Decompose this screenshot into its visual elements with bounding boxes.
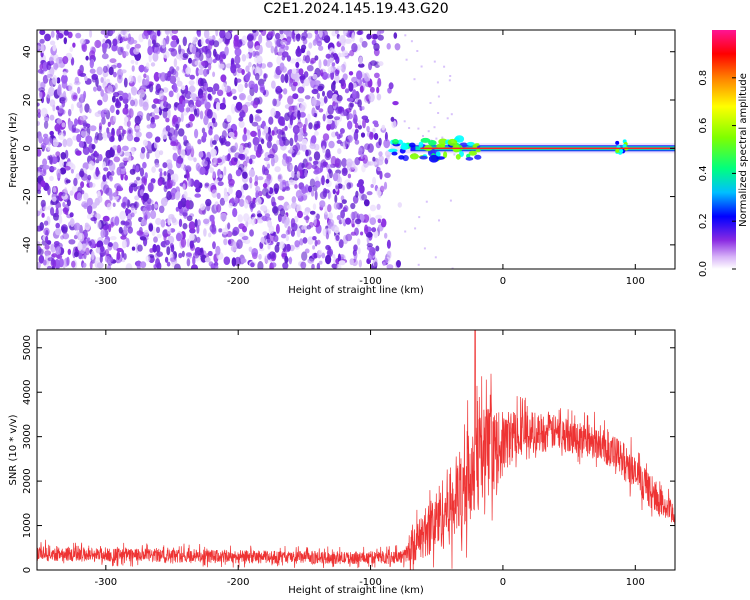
- snr-series-line: [37, 330, 675, 570]
- bottom-y-tick-label: 0: [22, 567, 33, 573]
- top-x-tick-label: -300: [94, 276, 117, 287]
- top-x-tick-label: -200: [227, 276, 250, 287]
- colorbar-tick-label: 0.0: [698, 261, 709, 277]
- bottom-y-axis-label: SNR (10 * v/v): [8, 414, 19, 485]
- colorbar-tick-label: 0.4: [698, 165, 709, 181]
- top-y-tick-label: 20: [22, 94, 33, 107]
- snr-frame: [36, 329, 676, 571]
- bottom-y-tick-label: 2000: [22, 468, 33, 493]
- bottom-y-tick-label: 3000: [22, 424, 33, 449]
- colorbar-gradient: [712, 30, 736, 269]
- colorbar-tick-label: 0.2: [698, 213, 709, 229]
- colorbar-tick-label: 0.6: [698, 118, 709, 134]
- spectrogram-frame: [36, 29, 676, 270]
- bottom-x-axis-label: Height of straight line (km): [288, 585, 424, 596]
- bottom-y-tick-label: 5000: [22, 335, 33, 360]
- snr-panel: -300 -200 -100 0 100 0 1000 2000 3000 4000 5000 H…: [8, 329, 676, 596]
- bottom-y-tick-label: 4000: [22, 379, 33, 404]
- spectrogram-signal-trace: [388, 135, 675, 163]
- page-title: C2E1.2024.145.19.43.G20: [263, 1, 449, 17]
- bottom-x-tick-label: -100: [359, 577, 382, 588]
- bottom-x-tick-label: -300: [94, 577, 117, 588]
- colorbar-label: Normalized spectral amplitude: [738, 73, 749, 227]
- spectrogram-noise-field: [37, 30, 456, 269]
- top-y-tick-label: 0: [22, 145, 33, 151]
- top-x-tick-label: 100: [626, 276, 645, 287]
- top-x-tick-label: 0: [500, 276, 506, 287]
- top-y-tick-label: -20: [22, 188, 33, 204]
- top-x-axis-label: Height of straight line (km): [288, 285, 424, 296]
- colorbar: 0.0 0.2 0.4 0.6 0.8 Normalized spectral ampl…: [698, 30, 749, 277]
- bottom-x-tick-label: 100: [626, 577, 645, 588]
- top-y-tick-label: 40: [22, 45, 33, 58]
- bottom-x-tick-label: -200: [227, 577, 250, 588]
- bottom-y-tick-label: 1000: [22, 513, 33, 538]
- top-y-axis-label: Frequency (Hz): [8, 112, 19, 188]
- colorbar-tick-label: 0.8: [698, 70, 709, 86]
- top-x-tick-label: -100: [359, 276, 382, 287]
- bottom-x-tick-label: 0: [500, 577, 506, 588]
- top-y-tick-label: -40: [22, 237, 33, 253]
